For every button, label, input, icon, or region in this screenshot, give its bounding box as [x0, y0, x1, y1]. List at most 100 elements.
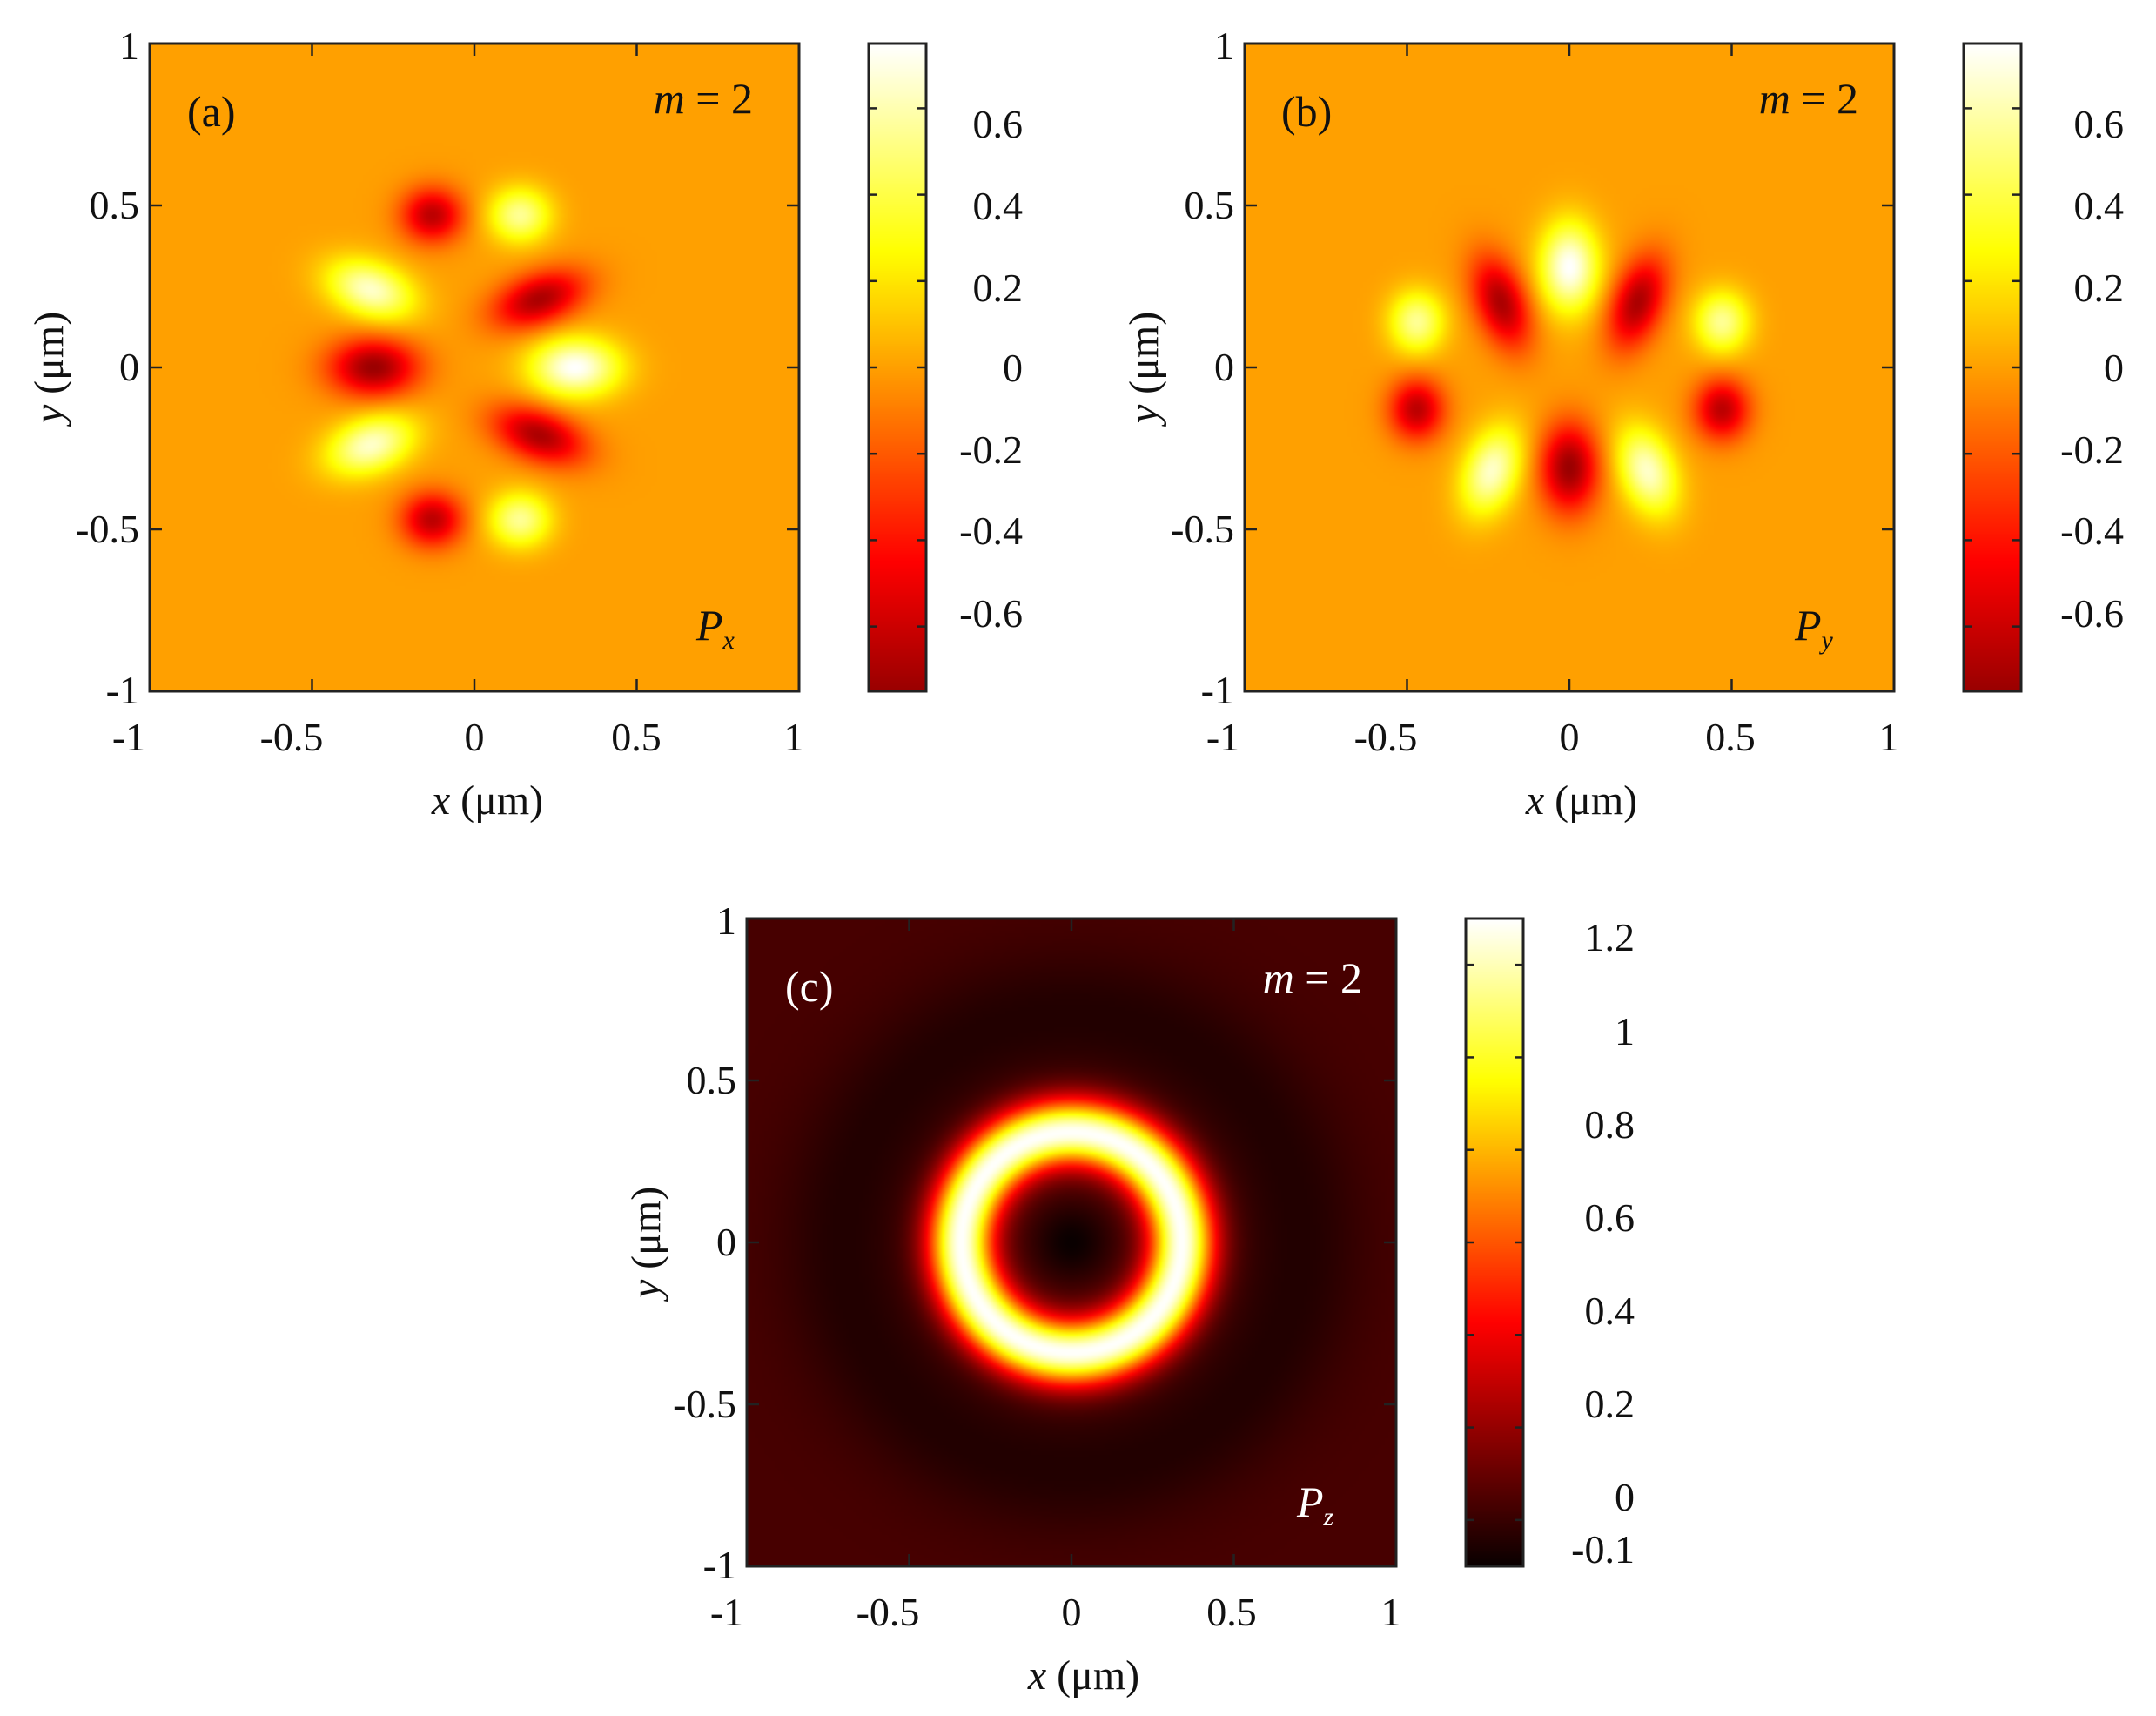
panel-c-mode-symbol: m	[1263, 953, 1294, 1002]
panel-a-x-axis-title: x (μm)	[431, 777, 543, 824]
panel-a-y-tick-label: -0.5	[76, 507, 139, 551]
panel-a-heatmap	[150, 44, 799, 691]
panel-c-colorbar-ticks	[1466, 963, 1523, 1568]
panel-b-mode-symbol: m	[1759, 74, 1790, 123]
panel-a-x-tick-label: -1	[112, 715, 145, 759]
panel-c-x-axis-var: x	[1027, 1652, 1046, 1699]
panel-a-colorbar	[869, 44, 926, 691]
panel-c-y-axis-title: y (μm)	[623, 1187, 669, 1302]
panel-a-axis-ticks	[148, 42, 801, 693]
panel-b-y-axis-title: y (μm)	[1121, 312, 1167, 427]
panel-c-colorbar-tick-label: 1	[1615, 1009, 1635, 1053]
panel-c: -1 -0.5 0 0.5 1 -1 -0.5 0 0.5 1 x (μm) y…	[623, 898, 1635, 1699]
panel-a-y-tick-label: 1	[119, 24, 139, 68]
panel-c-colorbar-tick-label: 0.6	[1585, 1195, 1635, 1240]
panel-c-x-axis-title: x (μm)	[1027, 1652, 1139, 1699]
panel-b-quantity-symbol: P	[1794, 601, 1822, 649]
panel-c-y-axis-var: y	[623, 1279, 669, 1302]
panel-c-colorbar-tick-label: 0.2	[1585, 1382, 1635, 1426]
panel-c-y-tick-label: 1	[716, 898, 736, 943]
panel-b-y-axis-var: y	[1121, 404, 1167, 427]
panel-b-y-axis-unit: (μm)	[1121, 312, 1167, 405]
panel-b-axis-ticks	[1243, 42, 1896, 693]
panel-a-y-tick-labels: -1 -0.5 0 0.5 1	[76, 24, 139, 712]
panel-b-quantity-label: Py	[1794, 601, 1834, 655]
panel-c-colorbar-tick-label: 1.2	[1585, 915, 1635, 959]
panel-a-colorbar-tick-labels: 0.6 0.4 0.2 0 -0.2 -0.4 -0.6	[959, 102, 1023, 636]
panel-a-quantity-symbol: P	[695, 601, 723, 649]
panel-a-x-tick-label: 1	[784, 715, 804, 759]
panel-c-colorbar-tick-label: -0.1	[1571, 1527, 1635, 1571]
panel-c-y-tick-labels: -1 -0.5 0 0.5 1	[673, 898, 736, 1587]
panel-a-colorbar-tick-label: 0	[1003, 346, 1023, 390]
panel-c-y-tick-label: 0	[716, 1220, 736, 1264]
panel-a-colorbar-tick-label: -0.2	[959, 427, 1023, 472]
panel-a-y-tick-label: -1	[106, 668, 139, 712]
panel-c-axis-ticks	[745, 917, 1398, 1568]
panel-b-colorbar-ticks	[1964, 107, 2021, 628]
panel-b: -1 -0.5 0 0.5 1 -1 -0.5 0 0.5 1 x (μm) y…	[1121, 24, 2124, 824]
panel-b-x-tick-label: 1	[1879, 715, 1899, 759]
panel-b-y-tick-labels: -1 -0.5 0 0.5 1	[1171, 24, 1234, 712]
panel-a-x-axis-unit: (μm)	[450, 777, 543, 824]
panel-c-quantity-symbol: P	[1296, 1477, 1324, 1526]
panel-b-y-tick-label: -1	[1201, 668, 1234, 712]
panel-b-colorbar-tick-label: -0.2	[2060, 427, 2124, 472]
panel-b-y-tick-label: -0.5	[1171, 507, 1234, 551]
panel-b-mode-annotation: m = 2	[1759, 74, 1858, 123]
panel-b-x-tick-label: -1	[1206, 715, 1239, 759]
panel-b-y-tick-label: 0	[1214, 345, 1234, 389]
panel-a-colorbar-tick-label: 0.4	[973, 184, 1024, 228]
panel-b-mode-rest: = 2	[1790, 74, 1858, 123]
panel-a-y-axis-title: y (μm)	[26, 312, 72, 427]
panel-a-y-tick-label: 0	[119, 345, 139, 389]
panel-a-x-tick-label: 0	[465, 715, 485, 759]
panel-a-x-tick-label: 0.5	[611, 715, 662, 759]
panel-a-colorbar-tick-label: 0.6	[973, 102, 1024, 146]
panel-b-x-tick-label: 0	[1560, 715, 1580, 759]
panel-b-colorbar-tick-label: 0.2	[2074, 266, 2125, 310]
panel-b-y-tick-label: 0.5	[1185, 183, 1235, 227]
panel-b-label: (b)	[1281, 87, 1332, 136]
panel-b-colorbar-tick-label: 0	[2104, 346, 2124, 390]
panel-c-y-tick-label: 0.5	[687, 1058, 737, 1102]
panel-a-x-tick-label: -0.5	[260, 715, 324, 759]
panel-c-quantity-subscript: z	[1323, 1503, 1334, 1531]
panel-c-y-tick-label: -0.5	[673, 1382, 736, 1426]
panel-a-mode-annotation: m = 2	[654, 74, 753, 123]
panel-c-colorbar-tick-label: 0	[1615, 1475, 1635, 1519]
panel-c-label: (c)	[785, 962, 834, 1011]
panel-c-mode-rest: = 2	[1294, 953, 1362, 1002]
panel-b-colorbar-tick-label: -0.4	[2060, 508, 2124, 553]
panel-b-x-axis-title: x (μm)	[1525, 777, 1637, 824]
panel-b-colorbar-tick-label: -0.6	[2060, 591, 2124, 636]
panel-c-heatmap	[747, 919, 1396, 1566]
panel-c-x-tick-label: 0	[1062, 1590, 1082, 1634]
panel-c-x-tick-labels: -1 -0.5 0 0.5 1	[710, 1590, 1401, 1634]
panel-c-x-tick-label: -0.5	[856, 1590, 920, 1634]
panel-c-x-tick-label: 1	[1381, 1590, 1401, 1634]
panel-c-colorbar-tick-labels: 1.2 1 0.8 0.6 0.4 0.2 0 -0.1	[1571, 915, 1635, 1571]
panel-a: -1 -0.5 0 0.5 1 -1 -0.5 0 0.5 1 x (μm) y…	[26, 24, 1023, 824]
panel-b-x-axis-unit: (μm)	[1544, 777, 1637, 824]
panel-a-y-tick-label: 0.5	[90, 183, 140, 227]
panel-b-quantity-subscript: y	[1819, 626, 1834, 655]
panel-a-x-axis-var: x	[431, 777, 450, 824]
panel-a-quantity-label: Px	[695, 601, 735, 655]
panel-a-mode-rest: = 2	[685, 74, 753, 123]
panel-b-heatmap	[1245, 44, 1894, 691]
panel-c-x-tick-label: 0.5	[1206, 1590, 1257, 1634]
panel-b-x-axis-var: x	[1525, 777, 1544, 824]
panel-a-colorbar-tick-label: -0.6	[959, 591, 1023, 636]
panel-b-colorbar	[1964, 44, 2021, 691]
panel-c-mode-annotation: m = 2	[1263, 953, 1362, 1002]
panel-b-colorbar-tick-label: 0.6	[2074, 102, 2125, 146]
panel-c-quantity-label: Pz	[1296, 1477, 1334, 1531]
panel-b-y-tick-label: 1	[1214, 24, 1234, 68]
panel-b-colorbar-tick-label: 0.4	[2074, 184, 2125, 228]
panel-b-x-tick-label: -0.5	[1354, 715, 1418, 759]
panel-a-label: (a)	[187, 87, 236, 136]
panel-a-quantity-subscript: x	[722, 626, 735, 655]
panel-a-colorbar-tick-label: 0.2	[973, 266, 1024, 310]
